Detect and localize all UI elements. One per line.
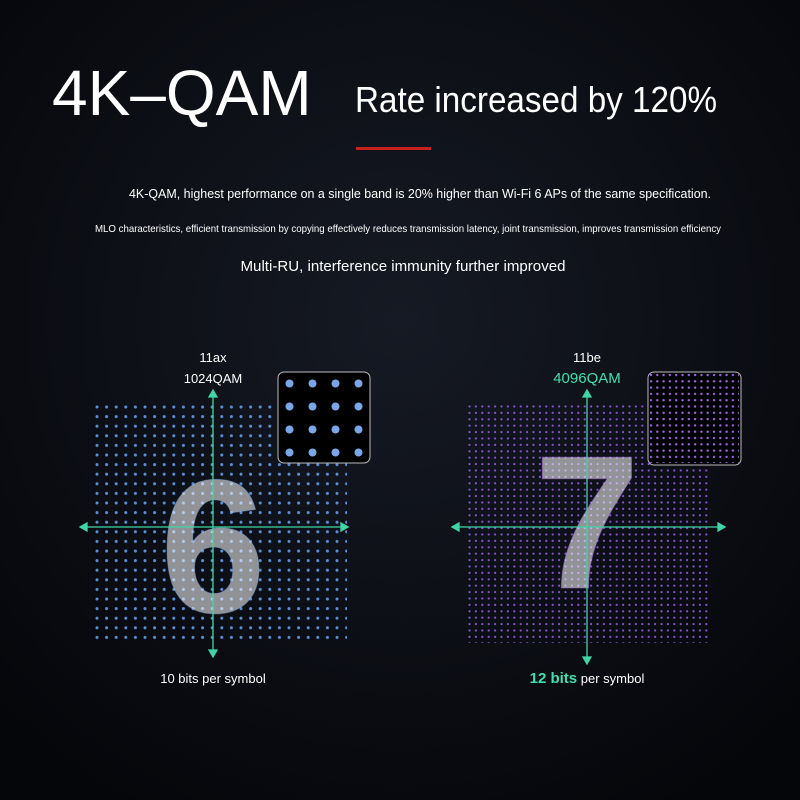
bits-label: 10 bits per symbol — [160, 671, 266, 686]
accent-line — [356, 147, 431, 150]
standard: 11be — [573, 350, 601, 365]
title: 4K–QAM — [52, 57, 312, 129]
suffix: per symbol — [199, 671, 266, 686]
inset-dots — [278, 372, 370, 463]
bits: 10 bits — [160, 671, 199, 686]
feature: Multi-RU, interference immunity further … — [241, 258, 566, 275]
modulation: 4096QAM — [553, 370, 621, 387]
subtitle: Rate increased by 120% — [355, 79, 717, 120]
feature: MLO characteristics, efficient transmiss… — [95, 223, 722, 235]
feature: 4K-QAM, highest performance on a single … — [129, 186, 711, 201]
axes — [450, 388, 727, 666]
axes — [78, 388, 350, 659]
inset-dots — [650, 374, 739, 463]
bits-label: 12 bits per symbol — [530, 670, 645, 687]
modulation: 1024QAM — [184, 371, 243, 386]
standard: 11ax — [199, 350, 227, 365]
bits: 12 bits — [530, 670, 578, 687]
suffix: per symbol — [577, 671, 644, 686]
